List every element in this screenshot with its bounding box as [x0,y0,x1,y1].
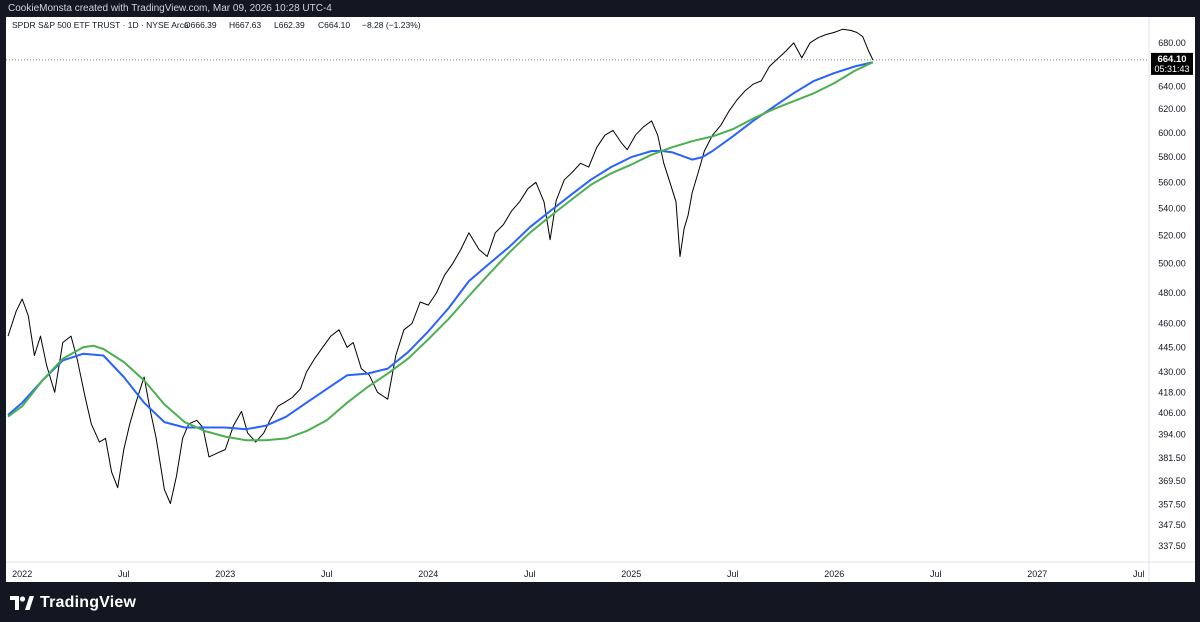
price-tick-label: 445.00 [1158,342,1186,352]
price-tick-label: 357.50 [1158,500,1186,510]
price-tick-label: 394.00 [1158,430,1186,440]
ohlc-high: H667.63 [229,20,261,30]
legend: SPDR S&P 500 ETF TRUST · 1D · NYSE Arca … [12,20,421,30]
time-axis[interactable]: 2022 Jul 2023 Jul 2024 Jul 2025 Jul 2026 Jul 2027 J… [12,569,1144,579]
bar-countdown: 05:31:43 [1154,64,1189,74]
time-tick-label: 2025 [621,569,641,579]
price-tick-label: 560.00 [1158,177,1186,187]
ohlc-change: −8.28 (−1.23%) [362,20,421,30]
chart-panel[interactable]: 680.00660.00640.00620.00600.00580.00560.… [6,17,1195,582]
time-tick-label: 2022 [12,569,32,579]
price-tick-label: 640.00 [1158,81,1186,91]
time-tick-label: Jul [118,569,130,579]
time-tick-label: Jul [1133,569,1145,579]
price-tick-label: 680.00 [1158,38,1186,48]
price-tick-label: 480.00 [1158,288,1186,298]
series-ma-fast[interactable] [7,61,874,431]
price-tick-label: 620.00 [1158,104,1186,114]
price-tick-label: 381.50 [1158,453,1186,463]
time-tick-label: Jul [321,569,333,579]
price-tick-label: 600.00 [1158,128,1186,138]
time-tick-label: 2024 [418,569,438,579]
price-tick-label: 337.50 [1158,541,1186,551]
chart-background [6,17,1195,582]
price-chart[interactable]: 680.00660.00640.00620.00600.00580.00560.… [6,17,1195,582]
footer-bar: TradingView [0,582,1200,622]
time-tick-label: 2023 [215,569,235,579]
series-ma-slow[interactable] [7,61,874,442]
price-tick-label: 430.00 [1158,367,1186,377]
price-tick-label: 418.00 [1158,387,1186,397]
time-tick-label: Jul [524,569,536,579]
ohlc-open: O666.39 [184,20,217,30]
brand-name: TradingView [40,594,137,611]
last-price-value: 664.10 [1157,54,1186,65]
chart-attribution: CookieMonsta created with TradingView.co… [0,0,1200,17]
ohlc-low: L662.39 [274,20,305,30]
price-tick-label: 580.00 [1158,152,1186,162]
time-tick-label: Jul [930,569,942,579]
last-price-tag [1151,52,1193,75]
series-price[interactable] [7,28,874,504]
time-tick-label: 2027 [1027,569,1047,579]
chart-title: SPDR S&P 500 ETF TRUST · 1D · NYSE Arca [12,20,189,30]
last-price-label: 664.10 05:31:43 [1151,52,1193,75]
price-tick-label: 406.00 [1158,408,1186,418]
tradingview-logo-icon [10,596,34,610]
price-tick-label: 369.50 [1158,476,1186,486]
price-tick-label: 520.00 [1158,231,1186,241]
series-layer [7,28,874,504]
price-tick-label: 347.50 [1158,520,1186,530]
price-tick-label: 540.00 [1158,203,1186,213]
tradingview-logo[interactable]: TradingView [10,594,136,612]
price-tick-label: 500.00 [1158,259,1186,269]
ohlc-close: C664.10 [318,20,350,30]
time-tick-label: 2026 [824,569,844,579]
time-tick-label: Jul [727,569,739,579]
price-tick-label: 460.00 [1158,319,1186,329]
